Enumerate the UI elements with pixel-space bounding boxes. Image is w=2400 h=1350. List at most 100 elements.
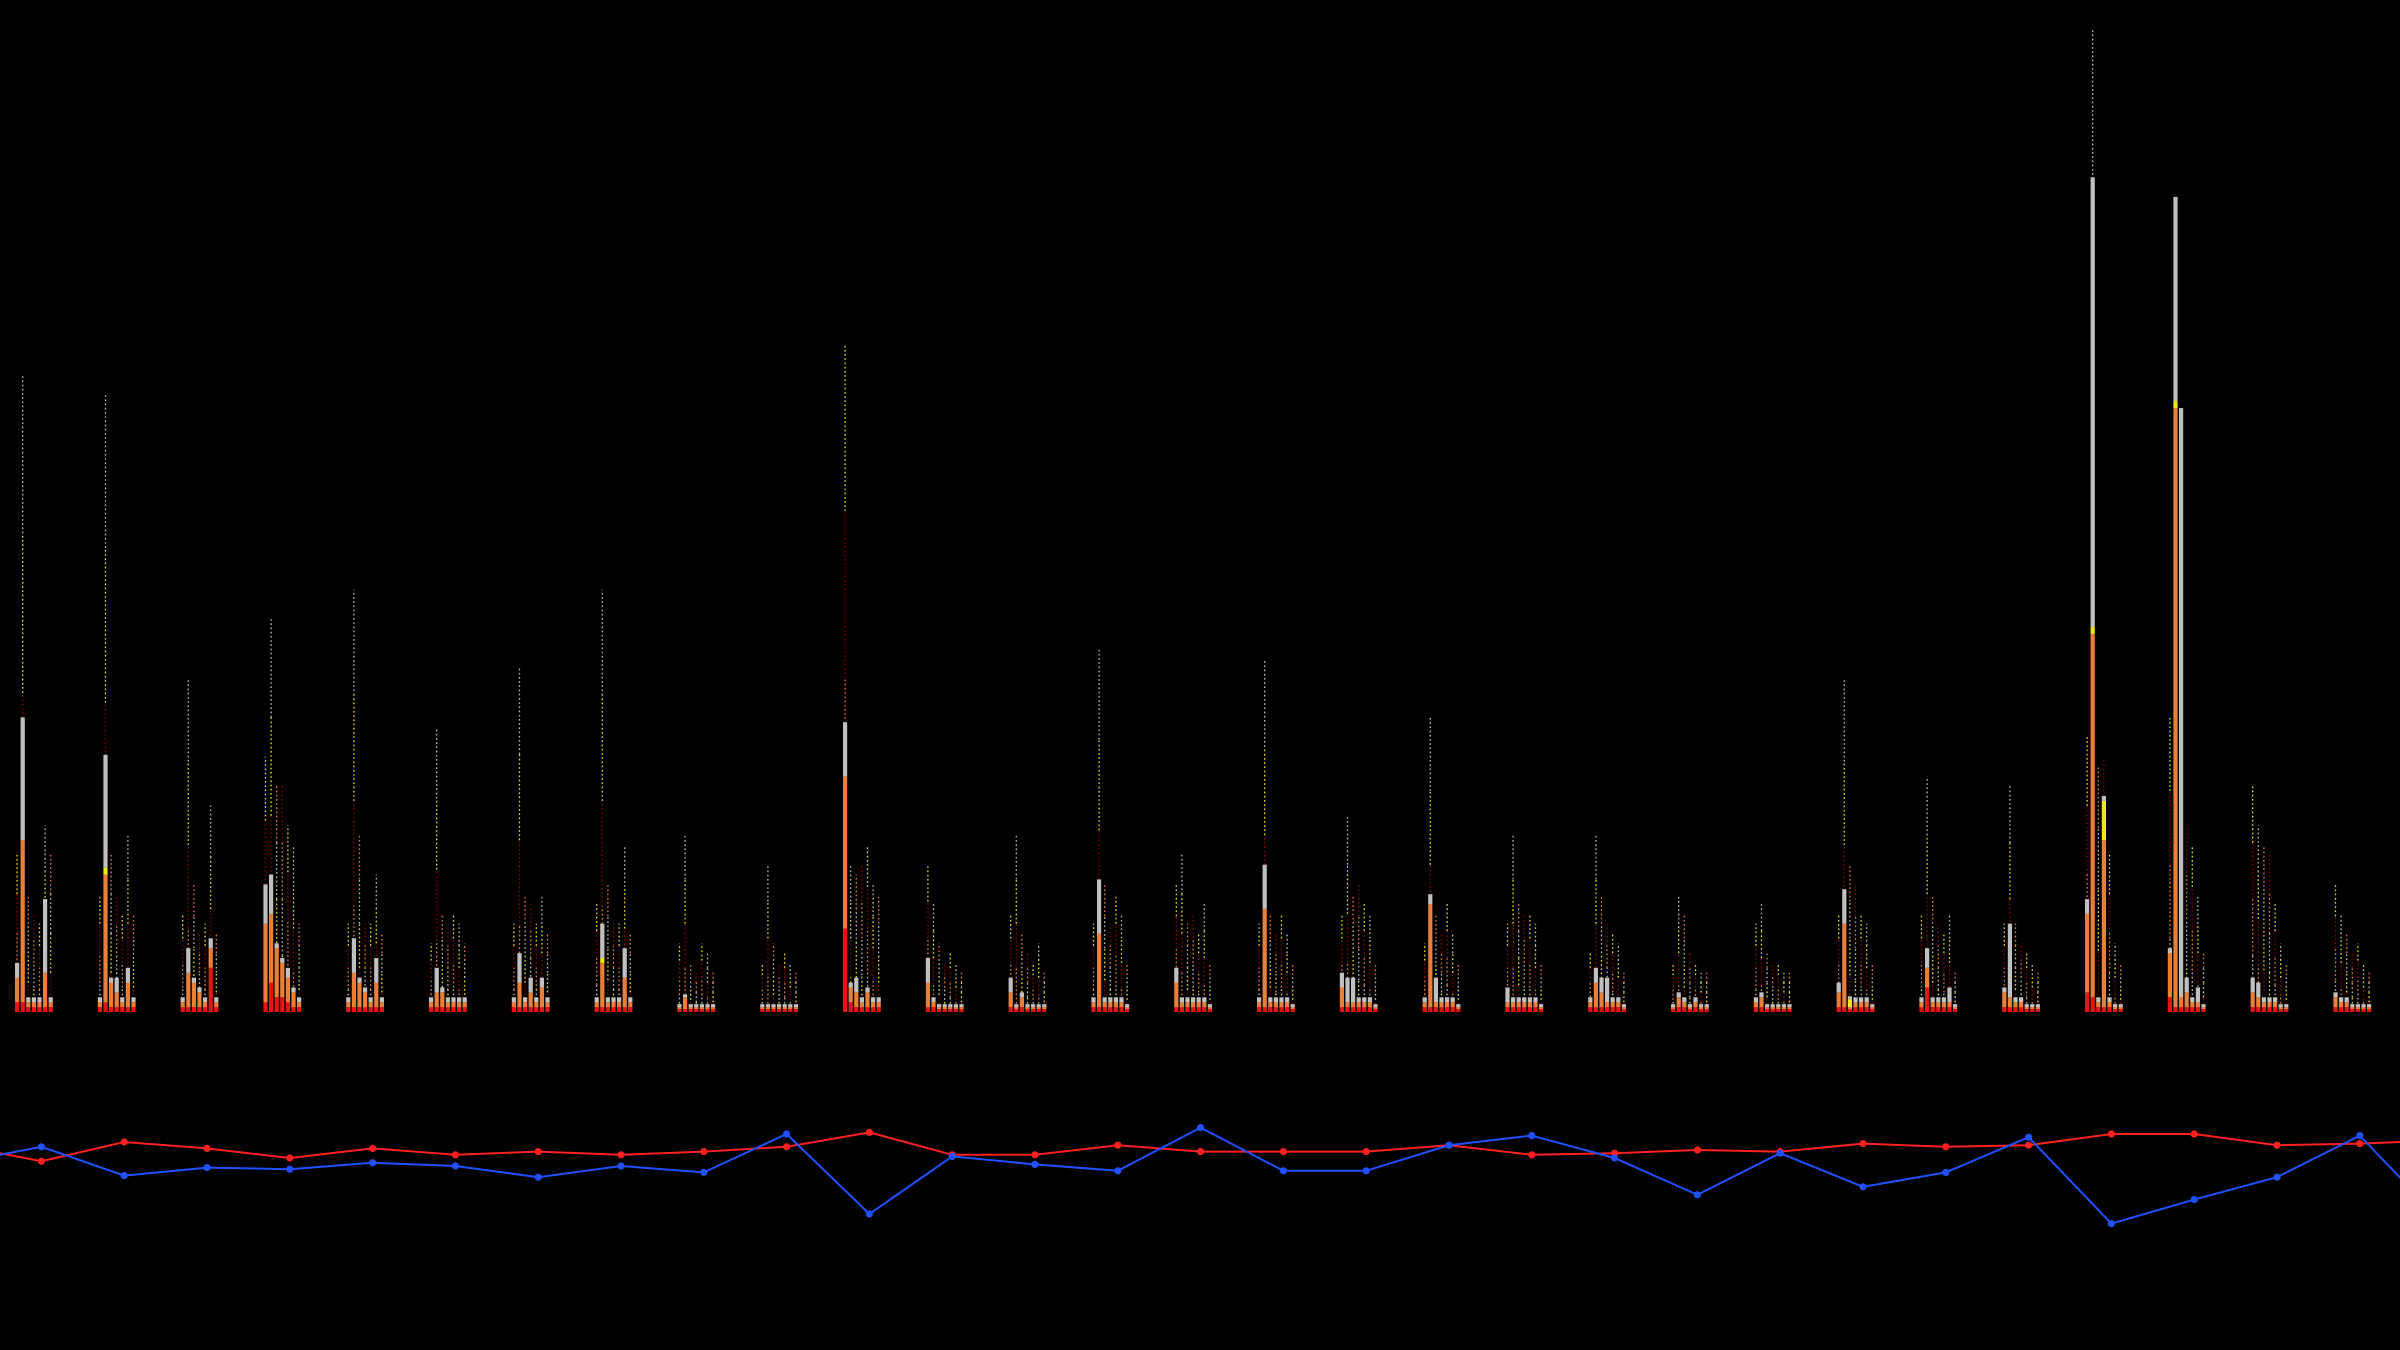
bar-segment-red: [1593, 1007, 1598, 1012]
bar-group: [511, 668, 550, 1012]
bar-segment-grey: [1422, 997, 1427, 1003]
bar-segment-red: [937, 1009, 942, 1012]
bar-segment-grey: [1097, 879, 1102, 934]
bar-segment-grey: [1859, 997, 1864, 1003]
bar-segment-red: [1616, 1007, 1621, 1012]
bar-segment-grey: [1191, 997, 1196, 1003]
stacked-bar-chart: [15, 30, 2372, 1012]
bar-segment-grey: [1682, 997, 1687, 1003]
bar-segment-red: [1599, 1007, 1604, 1012]
bar-segment-orange: [1042, 1007, 1047, 1010]
bar-segment-red: [1174, 1007, 1179, 1012]
data-point: [120, 1138, 128, 1146]
bar-segment-grey: [109, 977, 114, 983]
bar-segment-orange: [605, 1002, 610, 1008]
bar-segment-orange: [2090, 633, 2095, 998]
bar-segment-red: [2261, 1007, 2266, 1012]
bar-segment-grey: [445, 997, 450, 1003]
bar-group: [263, 619, 302, 1012]
bar-segment-red: [1196, 1007, 1201, 1012]
bar-segment-grey: [2013, 997, 2018, 1003]
data-point: [1693, 1146, 1701, 1154]
bar-segment-red: [876, 1007, 881, 1012]
bar-segment-red: [1285, 1007, 1290, 1012]
bar-segment-red: [1842, 1007, 1847, 1012]
bar-segment-orange: [1125, 1007, 1130, 1010]
data-point: [1279, 1148, 1287, 1156]
bar-group: [1174, 854, 1212, 1012]
bar-segment-red: [1008, 1007, 1013, 1012]
bar-segment-red: [2101, 1007, 2106, 1012]
bar-segment-orange: [1505, 1002, 1510, 1008]
bar-segment-grey: [1113, 997, 1118, 1003]
bar-segment-grey: [120, 997, 125, 1003]
bar-segment-red: [1108, 1007, 1113, 1012]
bar-segment-red: [191, 1007, 196, 1012]
data-point: [37, 1157, 46, 1165]
bar-segment-red: [2113, 1009, 2118, 1012]
bar-segment-orange: [1588, 1002, 1593, 1008]
bar-segment-grey: [760, 1004, 765, 1008]
bar-segment-orange: [357, 982, 362, 1008]
data-point: [2025, 1141, 2033, 1149]
bar-segment-grey: [1373, 1004, 1378, 1008]
bar-segment-red: [363, 1007, 368, 1012]
bar-segment-grey: [1919, 997, 1924, 1003]
bar-segment-orange: [793, 1007, 798, 1010]
data-point: [369, 1159, 377, 1167]
bar-segment-orange: [2284, 1007, 2289, 1010]
bar-segment-red: [2184, 1007, 2189, 1012]
bar-segment-red: [2167, 997, 2172, 1012]
bar-segment-grey: [125, 967, 130, 983]
bar-segment-orange: [1593, 982, 1598, 1008]
bar-segment-orange: [1753, 1002, 1758, 1008]
bar-segment-grey: [711, 1004, 716, 1008]
bar-segment-orange: [346, 1002, 351, 1008]
bar-segment-grey: [2367, 1004, 2372, 1008]
bar-segment-red: [15, 1002, 20, 1012]
bar-segment-red: [688, 1009, 693, 1012]
bar-segment-orange: [1947, 1002, 1952, 1008]
bar-segment-grey: [617, 997, 622, 1003]
data-point: [948, 1152, 956, 1160]
bar-segment-grey: [37, 997, 42, 1003]
bar-segment-grey: [1367, 997, 1372, 1003]
bar-segment-red: [1781, 1009, 1786, 1012]
bar-segment-red: [197, 1007, 202, 1012]
bar-segment-red: [2013, 1007, 2018, 1012]
bar-segment-orange: [1671, 1007, 1676, 1010]
bar-segment-orange: [191, 982, 196, 1008]
bar-segment-grey: [48, 997, 53, 1003]
bar-segment-grey: [948, 1004, 953, 1008]
bar-segment-orange: [1847, 1007, 1852, 1010]
bar-segment-grey: [451, 997, 456, 1003]
bar-segment-grey: [517, 953, 522, 983]
bar-segment-grey: [1770, 1004, 1775, 1008]
bar-segment-orange: [2002, 992, 2007, 1008]
bar-segment-red: [1765, 1009, 1770, 1012]
bar-segment-red: [103, 1002, 108, 1012]
bar-segment-yellow: [2101, 800, 2106, 841]
bar-segment-red: [1588, 1007, 1593, 1012]
bar-segment-grey: [2090, 177, 2095, 628]
bar-segment-orange: [2096, 1002, 2101, 1008]
bar-segment-orange: [1279, 1002, 1284, 1008]
bar-segment-orange: [1759, 997, 1764, 1008]
bar-segment-orange: [1864, 1002, 1869, 1008]
bar-segment-grey: [1704, 1004, 1709, 1008]
bar-segment-orange: [1207, 1007, 1212, 1010]
bar-segment-red: [1119, 1007, 1124, 1012]
bar-segment-grey: [1621, 1004, 1626, 1008]
bar-segment-orange: [1202, 1002, 1207, 1008]
bar-segment-orange: [628, 1002, 633, 1008]
bar-segment-red: [1704, 1009, 1709, 1012]
data-point: [2190, 1196, 2198, 1204]
bar-segment-grey: [1753, 997, 1758, 1003]
bar-segment-grey: [1947, 987, 1952, 1003]
data-point: [2273, 1141, 2281, 1149]
bar-segment-orange: [2167, 953, 2172, 998]
bar-segment-grey: [2179, 408, 2184, 998]
bar-segment-orange: [1102, 1002, 1107, 1008]
bar-segment-grey: [280, 957, 285, 963]
bar-segment-grey: [1445, 997, 1450, 1003]
